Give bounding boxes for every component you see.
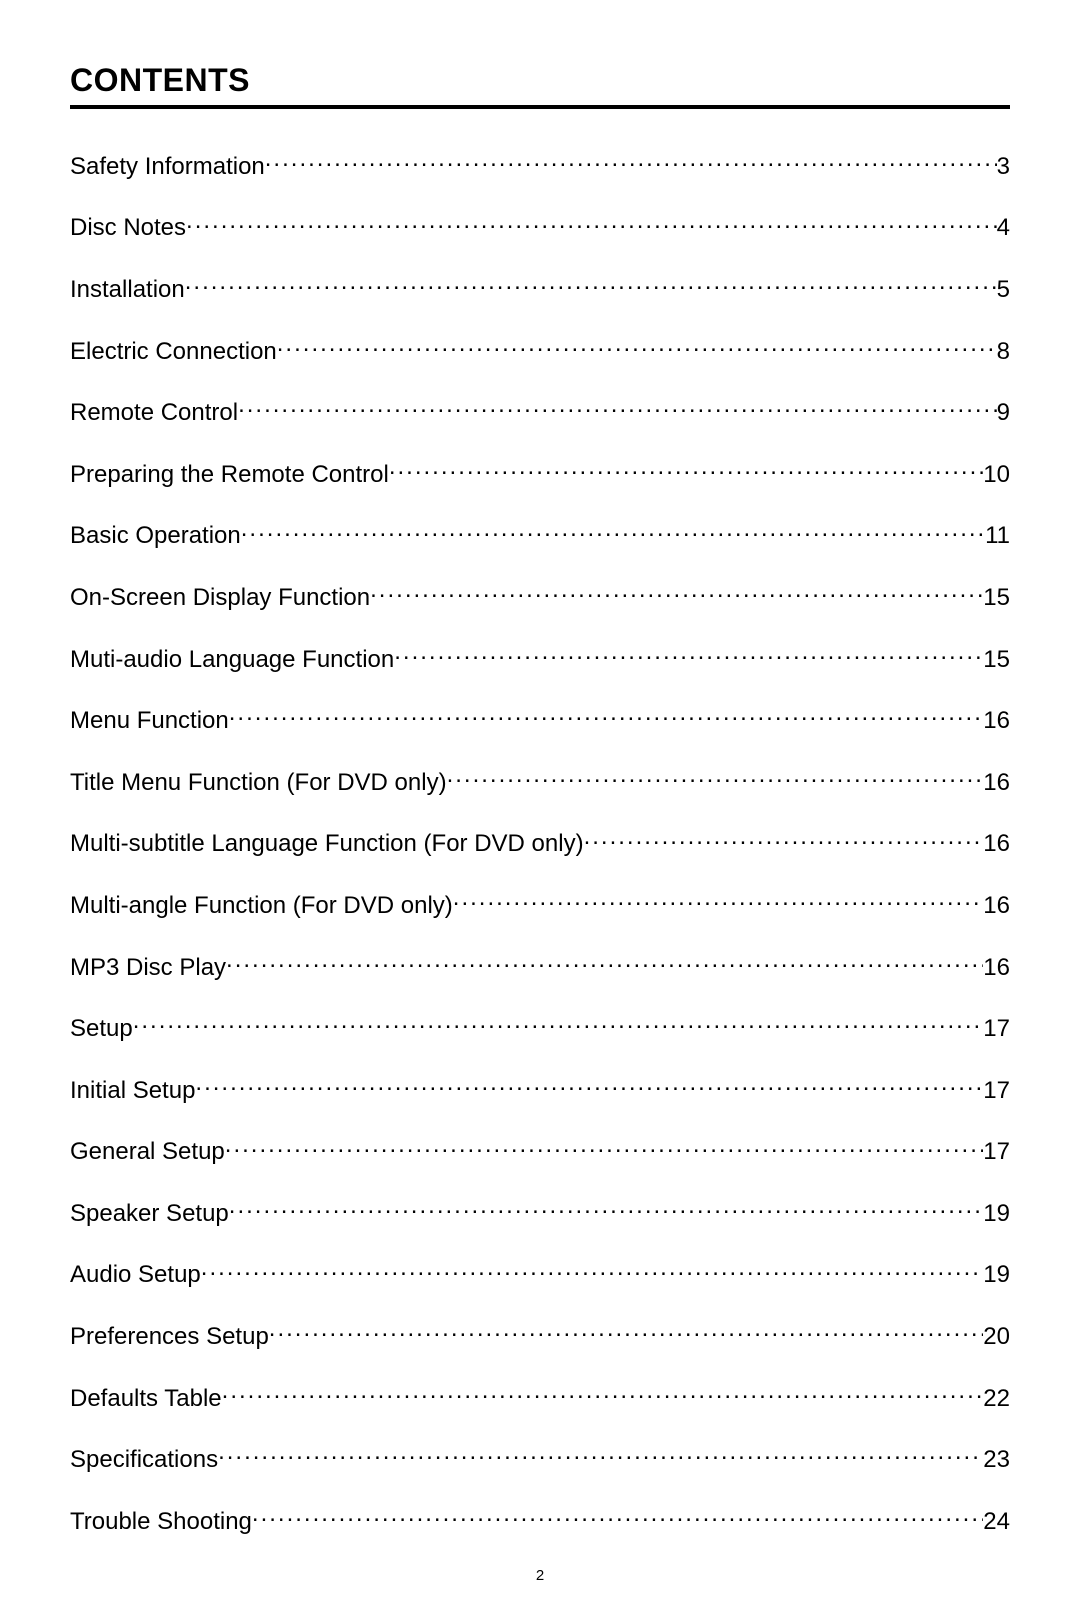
toc-entry-label: Preparing the Remote Control <box>70 461 389 490</box>
toc-leader-dots <box>584 823 984 852</box>
toc-entry-page: 23 <box>983 1446 1010 1475</box>
toc-entry: Title Menu Function (For DVD only) 16 <box>70 761 1010 798</box>
toc-entry-page: 8 <box>997 338 1010 367</box>
toc-entry: Remote Control 9 <box>70 391 1010 428</box>
toc-leader-dots <box>225 1131 984 1160</box>
toc-entry: Menu Function 16 <box>70 699 1010 736</box>
toc-entry-page: 5 <box>997 276 1010 305</box>
toc-entry-label: Specifications <box>70 1446 218 1475</box>
toc-entry: Setup 17 <box>70 1007 1010 1044</box>
toc-entry-page: 16 <box>983 830 1010 859</box>
toc-entry-label: Menu Function <box>70 707 229 736</box>
toc-entry-page: 24 <box>983 1508 1010 1537</box>
toc-entry: Audio Setup 19 <box>70 1254 1010 1291</box>
toc-entry-page: 17 <box>983 1015 1010 1044</box>
toc-entry-label: Multi-angle Function (For DVD only) <box>70 892 453 921</box>
toc-entry-page: 15 <box>983 584 1010 613</box>
toc-entry: Preferences Setup 20 <box>70 1315 1010 1352</box>
toc-leader-dots <box>269 1315 984 1344</box>
toc-entry: Initial Setup 17 <box>70 1069 1010 1106</box>
toc-leader-dots <box>229 699 984 728</box>
toc-entry-page: 17 <box>983 1138 1010 1167</box>
toc-entry-label: Audio Setup <box>70 1261 201 1290</box>
toc-entry-page: 11 <box>985 522 1010 551</box>
toc-entry: Electric Connection 8 <box>70 330 1010 367</box>
toc-leader-dots <box>185 268 997 297</box>
toc-entry-page: 15 <box>983 646 1010 675</box>
toc-entry-page: 10 <box>983 461 1010 490</box>
toc-entry-label: MP3 Disc Play <box>70 954 226 983</box>
toc-entry-page: 17 <box>983 1077 1010 1106</box>
toc-leader-dots <box>265 145 997 174</box>
toc-entry-page: 22 <box>983 1385 1010 1414</box>
toc-entry: On-Screen Display Function 15 <box>70 576 1010 613</box>
toc-entry: Defaults Table 22 <box>70 1377 1010 1414</box>
toc-leader-dots <box>229 1192 984 1221</box>
toc-entry-page: 16 <box>983 892 1010 921</box>
toc-entry-label: Setup <box>70 1015 133 1044</box>
toc-entry-label: Electric Connection <box>70 338 277 367</box>
toc-entry: Multi-subtitle Language Function (For DV… <box>70 823 1010 860</box>
toc-leader-dots <box>241 515 985 544</box>
toc-leader-dots <box>453 884 984 913</box>
toc-entry-page: 16 <box>983 954 1010 983</box>
toc-entry-label: Safety Information <box>70 153 265 182</box>
toc-leader-dots <box>238 391 997 420</box>
toc-entry-label: Disc Notes <box>70 214 186 243</box>
toc-entry-page: 16 <box>983 707 1010 736</box>
toc-entry: Muti-audio Language Function 15 <box>70 638 1010 675</box>
toc-entry-page: 9 <box>997 399 1010 428</box>
toc-leader-dots <box>394 638 983 667</box>
toc-leader-dots <box>133 1007 984 1036</box>
toc-entry-label: Multi-subtitle Language Function (For DV… <box>70 830 584 859</box>
toc-leader-dots <box>277 330 997 359</box>
toc-entry-label: Basic Operation <box>70 522 241 551</box>
toc-list: Safety Information 3 Disc Notes 4 Installa… <box>70 145 1010 1537</box>
toc-entry: Speaker Setup 19 <box>70 1192 1010 1229</box>
toc-entry: Preparing the Remote Control 10 <box>70 453 1010 490</box>
toc-entry-page: 20 <box>983 1323 1010 1352</box>
toc-entry: MP3 Disc Play 16 <box>70 946 1010 983</box>
toc-entry: Specifications 23 <box>70 1438 1010 1475</box>
toc-leader-dots <box>186 207 997 236</box>
toc-entry-label: Muti-audio Language Function <box>70 646 394 675</box>
toc-entry-page: 3 <box>997 153 1010 182</box>
toc-leader-dots <box>389 453 983 482</box>
toc-leader-dots <box>218 1438 983 1467</box>
toc-entry-label: On-Screen Display Function <box>70 584 370 613</box>
toc-entry: Safety Information 3 <box>70 145 1010 182</box>
toc-leader-dots <box>222 1377 984 1406</box>
page-number: 2 <box>0 1567 1080 1584</box>
toc-entry-page: 19 <box>983 1261 1010 1290</box>
toc-entry-label: Initial Setup <box>70 1077 195 1106</box>
toc-leader-dots <box>195 1069 983 1098</box>
toc-entry-label: Defaults Table <box>70 1385 222 1414</box>
toc-entry-page: 19 <box>983 1200 1010 1229</box>
toc-leader-dots <box>370 576 983 605</box>
toc-leader-dots <box>226 946 983 975</box>
toc-leader-dots <box>201 1254 984 1283</box>
toc-entry: Multi-angle Function (For DVD only) 16 <box>70 884 1010 921</box>
toc-leader-dots <box>447 761 984 790</box>
toc-entry-label: Speaker Setup <box>70 1200 229 1229</box>
toc-leader-dots <box>252 1500 983 1529</box>
toc-entry-page: 16 <box>983 769 1010 798</box>
toc-entry-label: Installation <box>70 276 185 305</box>
toc-entry-label: Trouble Shooting <box>70 1508 252 1537</box>
toc-entry: Disc Notes 4 <box>70 207 1010 244</box>
toc-entry: Trouble Shooting 24 <box>70 1500 1010 1537</box>
toc-entry-label: Remote Control <box>70 399 238 428</box>
toc-entry-page: 4 <box>997 214 1010 243</box>
toc-entry: General Setup 17 <box>70 1131 1010 1168</box>
contents-heading: CONTENTS <box>70 62 1010 109</box>
toc-entry-label: Preferences Setup <box>70 1323 269 1352</box>
toc-entry-label: General Setup <box>70 1138 225 1167</box>
toc-entry-label: Title Menu Function (For DVD only) <box>70 769 447 798</box>
toc-entry: Installation 5 <box>70 268 1010 305</box>
toc-entry: Basic Operation 11 <box>70 515 1010 552</box>
